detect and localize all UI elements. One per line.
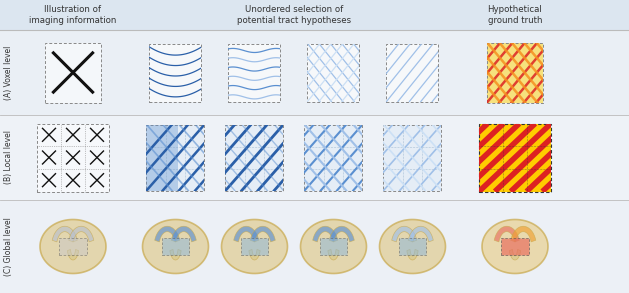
Polygon shape bbox=[301, 219, 367, 273]
Polygon shape bbox=[0, 0, 629, 30]
Polygon shape bbox=[308, 43, 360, 101]
Polygon shape bbox=[479, 124, 551, 192]
Polygon shape bbox=[155, 226, 180, 242]
Polygon shape bbox=[170, 249, 181, 260]
Polygon shape bbox=[304, 125, 362, 190]
Polygon shape bbox=[328, 249, 339, 260]
Polygon shape bbox=[234, 226, 259, 242]
Polygon shape bbox=[509, 249, 521, 260]
Polygon shape bbox=[221, 219, 287, 273]
Text: (C) Global level: (C) Global level bbox=[4, 217, 13, 276]
Polygon shape bbox=[379, 219, 445, 273]
Polygon shape bbox=[320, 238, 347, 255]
Polygon shape bbox=[399, 238, 426, 255]
Polygon shape bbox=[487, 42, 543, 103]
Polygon shape bbox=[40, 219, 106, 273]
Polygon shape bbox=[45, 42, 101, 103]
Polygon shape bbox=[501, 238, 529, 255]
Text: Illustration of
imaging information: Illustration of imaging information bbox=[30, 5, 117, 25]
Polygon shape bbox=[313, 226, 338, 242]
Polygon shape bbox=[228, 43, 281, 101]
Polygon shape bbox=[329, 226, 354, 242]
Polygon shape bbox=[143, 219, 208, 273]
Text: (A) Voxel level: (A) Voxel level bbox=[4, 45, 13, 100]
Text: Unordered selection of
potential tract hypotheses: Unordered selection of potential tract h… bbox=[237, 5, 351, 25]
Polygon shape bbox=[37, 124, 109, 192]
Polygon shape bbox=[147, 125, 204, 190]
Polygon shape bbox=[407, 249, 418, 260]
Polygon shape bbox=[226, 125, 284, 190]
Polygon shape bbox=[52, 226, 77, 242]
Polygon shape bbox=[59, 238, 87, 255]
Polygon shape bbox=[0, 30, 629, 115]
Polygon shape bbox=[69, 226, 94, 242]
Text: (B) Local level: (B) Local level bbox=[4, 130, 13, 185]
Polygon shape bbox=[241, 238, 269, 255]
Polygon shape bbox=[0, 200, 629, 293]
Polygon shape bbox=[67, 249, 79, 260]
Polygon shape bbox=[494, 226, 520, 242]
Text: Hypothetical
ground truth: Hypothetical ground truth bbox=[487, 5, 542, 25]
Polygon shape bbox=[0, 115, 629, 200]
Polygon shape bbox=[408, 226, 433, 242]
Polygon shape bbox=[171, 226, 196, 242]
Polygon shape bbox=[392, 226, 417, 242]
Polygon shape bbox=[482, 219, 548, 273]
Polygon shape bbox=[162, 238, 189, 255]
Polygon shape bbox=[384, 125, 442, 190]
Polygon shape bbox=[250, 226, 276, 242]
Polygon shape bbox=[150, 43, 201, 101]
Polygon shape bbox=[147, 125, 179, 190]
Polygon shape bbox=[511, 226, 536, 242]
Polygon shape bbox=[386, 43, 438, 101]
Polygon shape bbox=[249, 249, 260, 260]
